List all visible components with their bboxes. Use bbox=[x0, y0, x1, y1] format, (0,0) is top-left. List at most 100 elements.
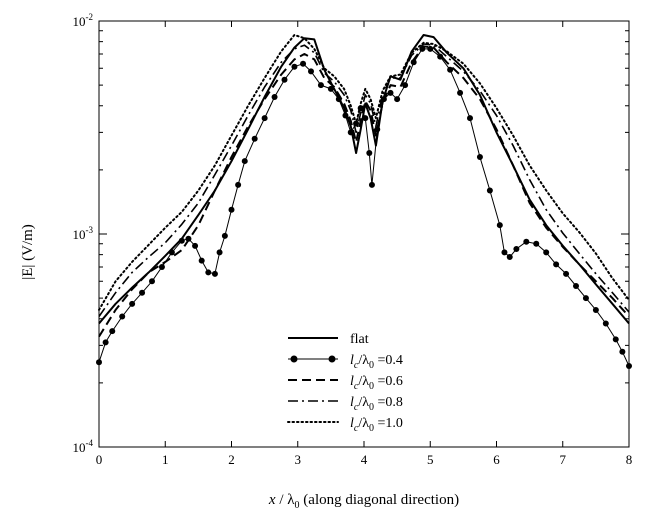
data-point bbox=[533, 240, 540, 247]
series-line bbox=[98, 34, 630, 311]
x-tick-label: 7 bbox=[560, 452, 567, 467]
data-point bbox=[149, 278, 155, 285]
data-point bbox=[457, 89, 464, 96]
data-point bbox=[158, 263, 165, 270]
x-axis-label-var: x bbox=[268, 492, 276, 508]
legend-label: lc/λ0 =0.4 bbox=[350, 353, 403, 371]
y-tick-label: 10-3 bbox=[73, 225, 94, 242]
data-point bbox=[602, 320, 609, 327]
data-point bbox=[317, 82, 324, 89]
data-point bbox=[291, 63, 298, 70]
data-point bbox=[96, 359, 102, 366]
data-point bbox=[486, 187, 493, 194]
series-line bbox=[98, 34, 630, 325]
legend-item: lc/λ0 =1.0 bbox=[287, 416, 403, 434]
data-point bbox=[281, 76, 288, 83]
data-point bbox=[402, 82, 409, 89]
legend-item: lc/λ0 =0.4 bbox=[288, 353, 403, 371]
data-point bbox=[387, 89, 394, 96]
y-tick-labels: 10-4 10-3 10-2 bbox=[73, 12, 94, 455]
data-point bbox=[221, 232, 228, 239]
data-point bbox=[626, 363, 632, 370]
x-axis-label-subscript: 0 bbox=[295, 500, 300, 511]
data-point bbox=[543, 249, 550, 256]
x-tick-label: 8 bbox=[626, 452, 633, 467]
data-point bbox=[619, 348, 626, 355]
data-point bbox=[327, 85, 334, 92]
data-point bbox=[476, 153, 483, 160]
data-point bbox=[573, 282, 579, 289]
series-line bbox=[98, 48, 630, 367]
data-point bbox=[427, 45, 434, 52]
data-point bbox=[592, 306, 599, 313]
data-point bbox=[563, 270, 570, 277]
data-point bbox=[178, 237, 185, 244]
data-point bbox=[251, 135, 258, 142]
data-point bbox=[347, 129, 354, 136]
legend-item: lc/λ0 =0.8 bbox=[288, 395, 403, 413]
x-tick-label: 3 bbox=[295, 452, 302, 467]
y-tick-label: 10-4 bbox=[73, 438, 94, 455]
data-point bbox=[582, 295, 589, 302]
x-tick-labels: 0 1 2 3 4 5 6 7 8 bbox=[96, 452, 633, 467]
data-point bbox=[553, 261, 560, 268]
x-axis-label-rest: (along diagonal direction) bbox=[300, 492, 460, 508]
data-point bbox=[496, 222, 503, 229]
data-point bbox=[211, 270, 218, 277]
data-point bbox=[501, 249, 508, 256]
legend: flat lc/λ0 =0.4 lc/λ0 =0.6 lc/λ0 =0.8 lc/λ0 … bbox=[287, 332, 403, 434]
data-point bbox=[129, 300, 136, 307]
data-point bbox=[228, 206, 235, 213]
data-point bbox=[506, 253, 513, 260]
data-point bbox=[119, 313, 126, 320]
y-axis-label: |E| (V/m) bbox=[20, 224, 36, 280]
legend-marker bbox=[290, 355, 298, 363]
legend-marker bbox=[328, 355, 336, 363]
data-point bbox=[362, 115, 369, 122]
data-point bbox=[394, 96, 401, 103]
data-point bbox=[241, 158, 248, 165]
data-point bbox=[109, 328, 116, 335]
data-point bbox=[198, 257, 205, 264]
data-point bbox=[300, 60, 307, 67]
data-point bbox=[139, 289, 146, 296]
y-tick-label: 10-2 bbox=[73, 12, 94, 29]
x-tick-label: 2 bbox=[228, 452, 235, 467]
series-4 bbox=[98, 34, 630, 311]
data-point bbox=[168, 249, 175, 256]
data-point bbox=[192, 242, 199, 249]
data-point bbox=[467, 115, 473, 122]
data-point bbox=[513, 246, 520, 253]
x-tick-label: 6 bbox=[493, 452, 500, 467]
series-line bbox=[98, 45, 630, 338]
legend-label: lc/λ0 =0.6 bbox=[350, 374, 403, 392]
x-tick-label: 1 bbox=[162, 452, 169, 467]
series-3 bbox=[98, 43, 630, 317]
data-point bbox=[271, 93, 278, 100]
data-point bbox=[523, 238, 530, 245]
data-point bbox=[235, 181, 242, 188]
data-point bbox=[366, 150, 373, 157]
data-point bbox=[308, 68, 314, 75]
x-axis-label-slash: / bbox=[276, 492, 288, 508]
data-point bbox=[261, 115, 268, 122]
data-point bbox=[368, 181, 375, 188]
axis-ticks bbox=[98, 20, 630, 448]
data-point bbox=[205, 269, 212, 276]
legend-item: flat bbox=[288, 332, 369, 347]
legend-label: lc/λ0 =1.0 bbox=[350, 416, 403, 434]
x-tick-label: 5 bbox=[427, 452, 434, 467]
legend-label: lc/λ0 =0.8 bbox=[350, 395, 403, 413]
data-point bbox=[447, 66, 454, 73]
x-tick-label: 4 bbox=[361, 452, 368, 467]
data-point bbox=[437, 53, 444, 60]
data-point bbox=[342, 112, 349, 119]
series-2 bbox=[98, 45, 630, 338]
data-point bbox=[216, 249, 223, 256]
x-axis-label-lambda: λ bbox=[287, 492, 295, 508]
series-1 bbox=[96, 45, 632, 370]
legend-item: lc/λ0 =0.6 bbox=[288, 374, 403, 392]
x-tick-label: 0 bbox=[96, 452, 103, 467]
series-layer bbox=[96, 34, 632, 370]
